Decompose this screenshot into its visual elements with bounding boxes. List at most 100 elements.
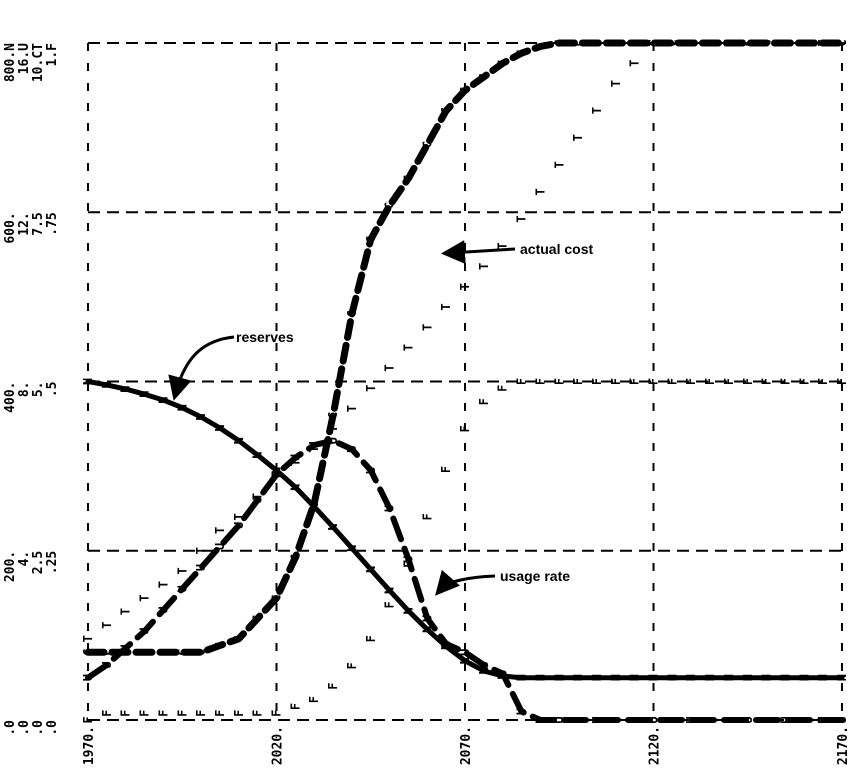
point-T: T [835, 39, 849, 46]
annotation-arrow [168, 335, 235, 401]
point-N: N [628, 674, 642, 681]
x-tick-label: 2020. [271, 726, 286, 765]
point-T: T [816, 39, 830, 46]
point-C: C [232, 635, 246, 642]
point-C: C [326, 412, 340, 419]
point-N: N [213, 424, 227, 431]
annotation-label: usage rate [500, 568, 570, 584]
point-C: C [364, 236, 378, 243]
point-C: C [722, 39, 736, 46]
point-F: F [835, 378, 849, 385]
point-U: U [420, 615, 434, 622]
point-T: T [326, 425, 340, 432]
y-tick-label: .0 [31, 720, 46, 736]
point-U: U [552, 716, 566, 723]
point-T: T [175, 567, 189, 574]
point-C: C [816, 39, 830, 46]
point-N: N [571, 674, 585, 681]
point-F: F [100, 710, 114, 717]
y-tick-labels: 800.N 600. 400. 200. .0 16.U 12. 8. 4. .0 10.CT 7.5… [3, 43, 60, 736]
point-T: T [684, 39, 698, 46]
x-tick-label: 2120. [648, 726, 663, 765]
point-C: C [420, 141, 434, 148]
point-F: F [194, 710, 208, 717]
point-C: C [590, 39, 604, 46]
point-C: C [307, 500, 321, 507]
point-C: C [251, 615, 265, 622]
point-U: U [270, 471, 284, 478]
point-N: N [251, 452, 265, 459]
y-tick-label: 400. [3, 382, 18, 413]
y-tick-label: 600. [3, 212, 18, 243]
point-C: C [477, 73, 491, 80]
y-tick-label: .5 [45, 382, 60, 398]
y-tick-label: 12. [17, 212, 32, 235]
point-T: T [383, 364, 397, 371]
point-C: C [703, 39, 717, 46]
point-C: C [665, 39, 679, 46]
point-C: C [515, 50, 529, 57]
point-F: F [590, 378, 604, 385]
point-N: N [232, 437, 246, 444]
point-T: T [797, 39, 811, 46]
point-N: N [270, 467, 284, 474]
point-T: T [439, 303, 453, 310]
point-F: F [119, 710, 133, 717]
point-F: F [778, 378, 792, 385]
point-U: U [703, 716, 717, 723]
point-F: F [609, 378, 623, 385]
point-T: T [665, 39, 679, 46]
point-C: C [194, 649, 208, 656]
point-T: T [703, 39, 717, 46]
x-tick-label: 1970. [82, 726, 97, 765]
point-U: U [364, 467, 378, 474]
point-T: T [496, 242, 510, 249]
y-tick-label: .0 [3, 720, 18, 736]
point-U: U [194, 564, 208, 571]
point-C: C [760, 39, 774, 46]
annotation-U: usage rate [435, 568, 570, 596]
point-U: U [138, 628, 152, 635]
annotation-arrow [435, 569, 496, 596]
point-T: T [251, 493, 265, 500]
point-U: U [496, 670, 510, 677]
point-U: U [590, 716, 604, 723]
point-U: U [816, 716, 830, 723]
annotation-C: actual cost [441, 240, 593, 265]
x-tick-label: 2170. [836, 726, 851, 765]
point-F: F [816, 378, 830, 385]
point-C: C [741, 39, 755, 46]
point-U: U [778, 716, 792, 723]
point-C: C [797, 39, 811, 46]
point-F: F [684, 378, 698, 385]
point-U: U [383, 505, 397, 512]
point-N: N [194, 413, 208, 420]
point-U: U [741, 716, 755, 723]
point-F: F [270, 710, 284, 717]
point-F: F [477, 398, 491, 405]
point-U: U [684, 716, 698, 723]
point-T: T [722, 39, 736, 46]
point-U: U [665, 716, 679, 723]
y-tick-label: 2.5 [31, 551, 46, 574]
point-C: C [778, 39, 792, 46]
point-T: T [420, 324, 434, 331]
y-tick-label: 5. [31, 382, 46, 398]
point-C: C [100, 649, 114, 656]
point-C: C [439, 107, 453, 114]
point-F: F [571, 378, 585, 385]
point-N: N [647, 674, 661, 681]
point-N: N [703, 674, 717, 681]
point-N: N [420, 626, 434, 633]
y-tick-label: 16.U [17, 43, 32, 74]
point-C: C [345, 310, 359, 317]
point-N: N [288, 484, 302, 491]
point-F: F [138, 710, 152, 717]
series-line-U [85, 437, 845, 723]
point-N: N [364, 566, 378, 573]
point-T: T [156, 581, 170, 588]
point-N: N [156, 397, 170, 404]
point-T: T [232, 513, 246, 520]
annotation-label: reserves [236, 329, 294, 345]
